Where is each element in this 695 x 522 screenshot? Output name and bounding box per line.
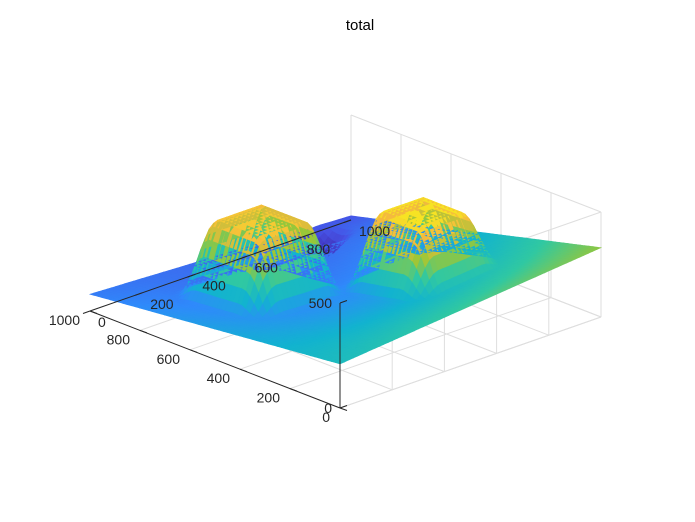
y-tick [343, 219, 352, 223]
x-tick [139, 329, 148, 334]
x-tick-label: 800 [107, 331, 131, 347]
x-tick-label: 0 [322, 409, 330, 425]
x-tick-label: 200 [257, 390, 281, 406]
y-tick [291, 237, 299, 242]
y-tick [187, 274, 195, 278]
chart-title: total [346, 17, 374, 34]
surface-patch [591, 246, 603, 250]
surface-plot [88, 197, 603, 365]
grid-line [289, 297, 552, 390]
y-tick-label: 400 [202, 278, 226, 294]
z-tick [339, 300, 348, 304]
axes [82, 219, 352, 411]
y-axis-line [89, 219, 352, 312]
y-tick-label: 800 [307, 241, 331, 257]
x-tick [339, 407, 348, 411]
x-tick [289, 388, 298, 392]
y-tick-label: 1000 [359, 223, 390, 239]
y-tick [239, 255, 247, 260]
x-axis-line [89, 310, 341, 409]
tick-labels: 0 200 400 600 800 1000 0 200 400 600 800 1000 0 500 [49, 223, 391, 425]
grid-line [339, 316, 602, 409]
y-tick-label: 200 [150, 296, 174, 312]
x-tick-label: 600 [157, 351, 181, 367]
y-tick-label: 600 [255, 259, 279, 275]
z-tick-label: 0 [324, 400, 332, 416]
y-tick [135, 292, 143, 296]
y-tick-label: 0 [98, 314, 106, 330]
x-tick-label: 400 [207, 370, 231, 386]
x-tick [239, 368, 248, 373]
grid-line [350, 114, 602, 213]
z-tick [339, 405, 348, 409]
x-tick [189, 349, 198, 353]
x-tick-label: 1000 [49, 312, 80, 328]
y-tick [82, 310, 91, 314]
x-tick [89, 310, 98, 314]
z-tick-label: 500 [309, 295, 333, 311]
